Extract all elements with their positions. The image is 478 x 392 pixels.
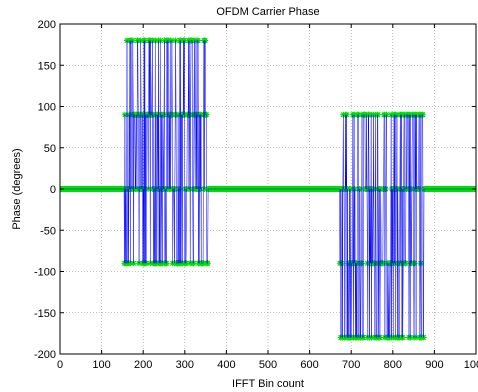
y-axis: 200 150 100 50 0 -50 -100 -150 -200: [34, 19, 476, 361]
y-tick-label: -200: [34, 349, 56, 361]
y-tick-label: 0: [50, 184, 56, 196]
x-tick-label: 400: [217, 359, 235, 371]
x-tick-label: 900: [425, 359, 443, 371]
x-tick-label: 1000: [464, 359, 478, 371]
chart-title: OFDM Carrier Phase: [216, 6, 319, 18]
x-tick-label: 0: [57, 359, 63, 371]
y-tick-label: 200: [38, 19, 56, 31]
x-tick-label: 600: [300, 359, 318, 371]
x-axis: 0 100 200 300 400 500 600 700 800 900 1000: [57, 24, 478, 371]
series-phase: [60, 37, 476, 341]
x-tick-label: 100: [92, 359, 110, 371]
x-tick-label: 800: [384, 359, 402, 371]
x-tick-label: 200: [134, 359, 152, 371]
plot-area: [59, 23, 477, 355]
x-axis-label: IFFT Bin count: [232, 378, 304, 390]
y-axis-label: Phase (degrees): [11, 148, 23, 229]
x-tick-label: 700: [342, 359, 360, 371]
series-line: [60, 40, 476, 338]
y-tick-label: 50: [44, 143, 56, 155]
y-tick-label: -150: [34, 308, 56, 320]
y-tick-label: -50: [40, 225, 56, 237]
y-tick-label: 150: [38, 60, 56, 72]
x-tick-label: 300: [176, 359, 194, 371]
x-tick-label: 500: [259, 359, 277, 371]
y-tick-label: 100: [38, 102, 56, 114]
y-tick-label: -100: [34, 267, 56, 279]
